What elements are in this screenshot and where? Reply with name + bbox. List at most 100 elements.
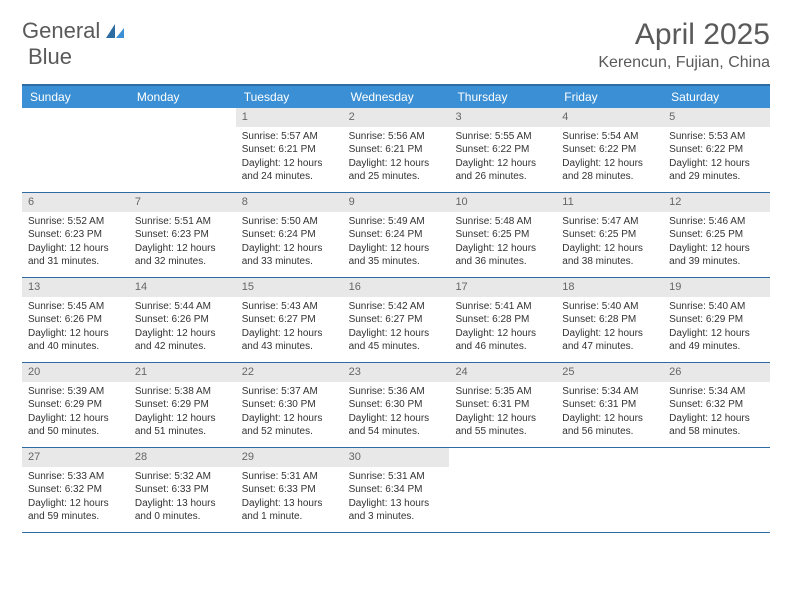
day-number: 4 <box>556 108 663 127</box>
day-number: 26 <box>663 363 770 382</box>
day-cell: 24Sunrise: 5:35 AMSunset: 6:31 PMDayligh… <box>449 363 556 447</box>
day-number: 24 <box>449 363 556 382</box>
day-cell: 27Sunrise: 5:33 AMSunset: 6:32 PMDayligh… <box>22 448 129 532</box>
day2-text: and 55 minutes. <box>455 425 550 439</box>
sunrise-text: Sunrise: 5:35 AM <box>455 385 550 399</box>
day-number: 28 <box>129 448 236 467</box>
day1-text: Daylight: 12 hours <box>669 412 764 426</box>
day-cell: 4Sunrise: 5:54 AMSunset: 6:22 PMDaylight… <box>556 108 663 192</box>
day2-text: and 47 minutes. <box>562 340 657 354</box>
day-number: 25 <box>556 363 663 382</box>
day2-text: and 52 minutes. <box>242 425 337 439</box>
sunrise-text: Sunrise: 5:55 AM <box>455 130 550 144</box>
sunset-text: Sunset: 6:26 PM <box>135 313 230 327</box>
day2-text: and 56 minutes. <box>562 425 657 439</box>
week-row: 20Sunrise: 5:39 AMSunset: 6:29 PMDayligh… <box>22 363 770 448</box>
day1-text: Daylight: 12 hours <box>562 242 657 256</box>
day-number: 23 <box>343 363 450 382</box>
day-cell: 18Sunrise: 5:40 AMSunset: 6:28 PMDayligh… <box>556 278 663 362</box>
sunset-text: Sunset: 6:22 PM <box>455 143 550 157</box>
day-body: Sunrise: 5:40 AMSunset: 6:28 PMDaylight:… <box>556 297 663 358</box>
day2-text: and 50 minutes. <box>28 425 123 439</box>
sunrise-text: Sunrise: 5:53 AM <box>669 130 764 144</box>
day-header: Tuesday <box>236 86 343 108</box>
sunset-text: Sunset: 6:25 PM <box>562 228 657 242</box>
sunrise-text: Sunrise: 5:49 AM <box>349 215 444 229</box>
day-body: Sunrise: 5:33 AMSunset: 6:32 PMDaylight:… <box>22 467 129 528</box>
day-body: Sunrise: 5:49 AMSunset: 6:24 PMDaylight:… <box>343 212 450 273</box>
day2-text: and 36 minutes. <box>455 255 550 269</box>
day-number: 22 <box>236 363 343 382</box>
day-header-row: Sunday Monday Tuesday Wednesday Thursday… <box>22 86 770 108</box>
day1-text: Daylight: 12 hours <box>242 327 337 341</box>
day-header: Saturday <box>663 86 770 108</box>
brand-word1: General <box>22 18 100 44</box>
day-cell: 2Sunrise: 5:56 AMSunset: 6:21 PMDaylight… <box>343 108 450 192</box>
sunrise-text: Sunrise: 5:57 AM <box>242 130 337 144</box>
day1-text: Daylight: 12 hours <box>135 242 230 256</box>
day1-text: Daylight: 13 hours <box>242 497 337 511</box>
month-title: April 2025 <box>598 18 770 52</box>
sunrise-text: Sunrise: 5:32 AM <box>135 470 230 484</box>
day-cell <box>449 448 556 532</box>
day-cell <box>663 448 770 532</box>
day-cell: 30Sunrise: 5:31 AMSunset: 6:34 PMDayligh… <box>343 448 450 532</box>
sunrise-text: Sunrise: 5:50 AM <box>242 215 337 229</box>
day1-text: Daylight: 12 hours <box>28 497 123 511</box>
day-body: Sunrise: 5:51 AMSunset: 6:23 PMDaylight:… <box>129 212 236 273</box>
day1-text: Daylight: 12 hours <box>669 157 764 171</box>
day2-text: and 0 minutes. <box>135 510 230 524</box>
day2-text: and 32 minutes. <box>135 255 230 269</box>
sunrise-text: Sunrise: 5:44 AM <box>135 300 230 314</box>
day-cell: 6Sunrise: 5:52 AMSunset: 6:23 PMDaylight… <box>22 193 129 277</box>
sunrise-text: Sunrise: 5:34 AM <box>562 385 657 399</box>
day2-text: and 45 minutes. <box>349 340 444 354</box>
day-number: 1 <box>236 108 343 127</box>
day-cell: 23Sunrise: 5:36 AMSunset: 6:30 PMDayligh… <box>343 363 450 447</box>
day-body: Sunrise: 5:32 AMSunset: 6:33 PMDaylight:… <box>129 467 236 528</box>
week-row: 27Sunrise: 5:33 AMSunset: 6:32 PMDayligh… <box>22 448 770 533</box>
sunset-text: Sunset: 6:30 PM <box>242 398 337 412</box>
day-body: Sunrise: 5:46 AMSunset: 6:25 PMDaylight:… <box>663 212 770 273</box>
day-number: 30 <box>343 448 450 467</box>
day2-text: and 39 minutes. <box>669 255 764 269</box>
day-header: Monday <box>129 86 236 108</box>
sunset-text: Sunset: 6:31 PM <box>562 398 657 412</box>
day1-text: Daylight: 12 hours <box>669 242 764 256</box>
day-number: 8 <box>236 193 343 212</box>
sunset-text: Sunset: 6:22 PM <box>562 143 657 157</box>
day2-text: and 28 minutes. <box>562 170 657 184</box>
day-body: Sunrise: 5:50 AMSunset: 6:24 PMDaylight:… <box>236 212 343 273</box>
day1-text: Daylight: 12 hours <box>455 327 550 341</box>
sunrise-text: Sunrise: 5:40 AM <box>562 300 657 314</box>
day-body: Sunrise: 5:55 AMSunset: 6:22 PMDaylight:… <box>449 127 556 188</box>
day-body: Sunrise: 5:34 AMSunset: 6:32 PMDaylight:… <box>663 382 770 443</box>
day-number: 11 <box>556 193 663 212</box>
day1-text: Daylight: 12 hours <box>349 157 444 171</box>
day-number: 9 <box>343 193 450 212</box>
header: General April 2025 Kerencun, Fujian, Chi… <box>22 18 770 72</box>
day-body: Sunrise: 5:35 AMSunset: 6:31 PMDaylight:… <box>449 382 556 443</box>
day2-text: and 24 minutes. <box>242 170 337 184</box>
day-number: 18 <box>556 278 663 297</box>
brand-word2: Blue <box>28 44 72 69</box>
day-cell: 28Sunrise: 5:32 AMSunset: 6:33 PMDayligh… <box>129 448 236 532</box>
day-cell: 15Sunrise: 5:43 AMSunset: 6:27 PMDayligh… <box>236 278 343 362</box>
day-body: Sunrise: 5:54 AMSunset: 6:22 PMDaylight:… <box>556 127 663 188</box>
day-body: Sunrise: 5:44 AMSunset: 6:26 PMDaylight:… <box>129 297 236 358</box>
day-number: 2 <box>343 108 450 127</box>
day-cell: 29Sunrise: 5:31 AMSunset: 6:33 PMDayligh… <box>236 448 343 532</box>
day-number: 3 <box>449 108 556 127</box>
sunrise-text: Sunrise: 5:36 AM <box>349 385 444 399</box>
sunset-text: Sunset: 6:30 PM <box>349 398 444 412</box>
day-body: Sunrise: 5:43 AMSunset: 6:27 PMDaylight:… <box>236 297 343 358</box>
sunset-text: Sunset: 6:28 PM <box>455 313 550 327</box>
brand-logo: General <box>22 18 128 44</box>
day-body: Sunrise: 5:38 AMSunset: 6:29 PMDaylight:… <box>129 382 236 443</box>
day-number: 17 <box>449 278 556 297</box>
sunrise-text: Sunrise: 5:43 AM <box>242 300 337 314</box>
sunset-text: Sunset: 6:23 PM <box>135 228 230 242</box>
sunset-text: Sunset: 6:32 PM <box>669 398 764 412</box>
day2-text: and 43 minutes. <box>242 340 337 354</box>
day2-text: and 26 minutes. <box>455 170 550 184</box>
